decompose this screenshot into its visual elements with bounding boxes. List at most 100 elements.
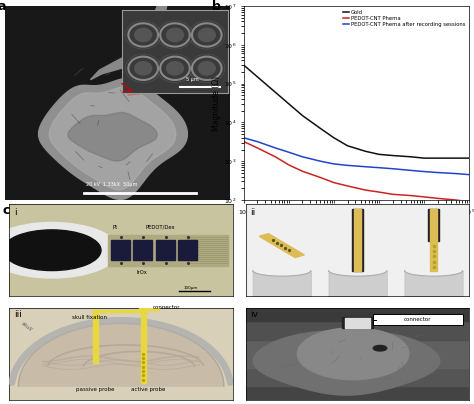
Polygon shape [352,208,363,271]
Polygon shape [259,234,304,257]
Text: skull: skull [21,321,34,332]
Gold [331,135,337,140]
Gold [273,90,278,95]
Gold [300,113,305,118]
PEDOT-CNT Phema [345,183,350,188]
Line: PEDOT-CNT Phema: PEDOT-CNT Phema [244,142,469,202]
Gold [466,156,472,160]
Gold [318,126,323,131]
PEDOT-CNT Phema after recording sessions [408,168,413,173]
Gold [390,153,395,158]
PEDOT-CNT Phema [408,193,413,198]
Y-axis label: Magnitude (Ω): Magnitude (Ω) [212,76,221,130]
PEDOT-CNT Phema [390,192,395,197]
Text: c: c [2,204,10,217]
PEDOT-CNT Phema after recording sessions [331,162,337,166]
Text: 100μm: 100μm [183,286,198,290]
Circle shape [374,345,387,351]
Circle shape [3,230,101,271]
Gold [345,143,350,148]
Text: iii: iii [14,310,22,319]
Text: passive probe: passive probe [76,387,115,392]
PEDOT-CNT Phema [241,139,246,144]
PEDOT-CNT Phema [453,198,458,202]
PEDOT-CNT Phema after recording sessions [376,165,382,170]
Gold [453,156,458,160]
PEDOT-CNT Phema [421,194,427,199]
Text: active probe: active probe [131,387,165,392]
Polygon shape [246,368,469,386]
Polygon shape [346,318,370,328]
Polygon shape [428,208,439,241]
Polygon shape [49,87,176,190]
Polygon shape [18,323,224,386]
PEDOT-CNT Phema after recording sessions [421,169,427,174]
Polygon shape [430,208,437,271]
Bar [111,240,130,261]
PEDOT-CNT Phema [300,169,305,174]
Polygon shape [93,311,98,363]
Gold [363,149,368,154]
PEDOT-CNT Phema [255,145,260,150]
Circle shape [0,223,119,278]
PEDOT-CNT Phema [331,180,337,185]
Polygon shape [246,307,469,322]
Gold [376,152,382,157]
X-axis label: Frequency [Hz]: Frequency [Hz] [328,220,385,229]
Polygon shape [246,322,469,340]
PEDOT-CNT Phema after recording sessions [453,171,458,176]
Text: i: i [14,208,17,217]
PEDOT-CNT Phema after recording sessions [318,159,323,164]
Text: connector: connector [152,305,180,310]
Gold [408,154,413,159]
PEDOT-CNT Phema [318,175,323,180]
Text: 20 kV  1.33kX  50μm: 20 kV 1.33kX 50μm [86,182,137,187]
PEDOT-CNT Phema after recording sessions [241,135,246,140]
Text: skull fixation: skull fixation [72,315,107,320]
Text: ii: ii [251,208,256,217]
PEDOT-CNT Phema after recording sessions [286,150,292,155]
PEDOT-CNT Phema [466,199,472,204]
Polygon shape [108,234,228,266]
Polygon shape [38,78,187,200]
Polygon shape [68,112,157,161]
Gold [286,101,292,106]
Text: iv: iv [251,310,258,319]
Bar [155,240,174,261]
PEDOT-CNT Phema [273,154,278,159]
Text: IrOx: IrOx [137,270,147,275]
PEDOT-CNT Phema [435,196,440,201]
Polygon shape [342,317,374,328]
Gold [421,156,427,160]
Text: PEDOT/Dex: PEDOT/Dex [146,225,175,230]
Legend: Gold, PEDOT-CNT Phema, PEDOT-CNT Phema after recording sessions: Gold, PEDOT-CNT Phema, PEDOT-CNT Phema a… [342,9,466,28]
Polygon shape [246,340,469,368]
Gold [255,74,260,79]
PEDOT-CNT Phema after recording sessions [300,154,305,159]
PEDOT-CNT Phema after recording sessions [255,139,260,144]
Polygon shape [253,330,440,395]
Polygon shape [93,310,146,312]
Polygon shape [246,386,469,400]
PEDOT-CNT Phema [286,162,292,167]
Polygon shape [91,4,167,80]
FancyBboxPatch shape [374,314,463,325]
PEDOT-CNT Phema after recording sessions [363,164,368,169]
Text: connector: connector [404,317,432,322]
PEDOT-CNT Phema after recording sessions [466,172,472,177]
Text: b: b [212,0,221,13]
Polygon shape [141,311,146,383]
PEDOT-CNT Phema after recording sessions [345,163,350,168]
Text: a: a [0,0,7,13]
Polygon shape [354,208,361,271]
Bar [133,240,152,261]
PEDOT-CNT Phema after recording sessions [435,170,440,175]
Gold [435,156,440,160]
Gold [241,63,246,67]
PEDOT-CNT Phema after recording sessions [390,166,395,171]
PEDOT-CNT Phema [363,187,368,192]
PEDOT-CNT Phema [376,189,382,194]
Polygon shape [297,328,409,380]
Line: PEDOT-CNT Phema after recording sessions: PEDOT-CNT Phema after recording sessions [244,138,469,175]
Bar [178,240,197,261]
